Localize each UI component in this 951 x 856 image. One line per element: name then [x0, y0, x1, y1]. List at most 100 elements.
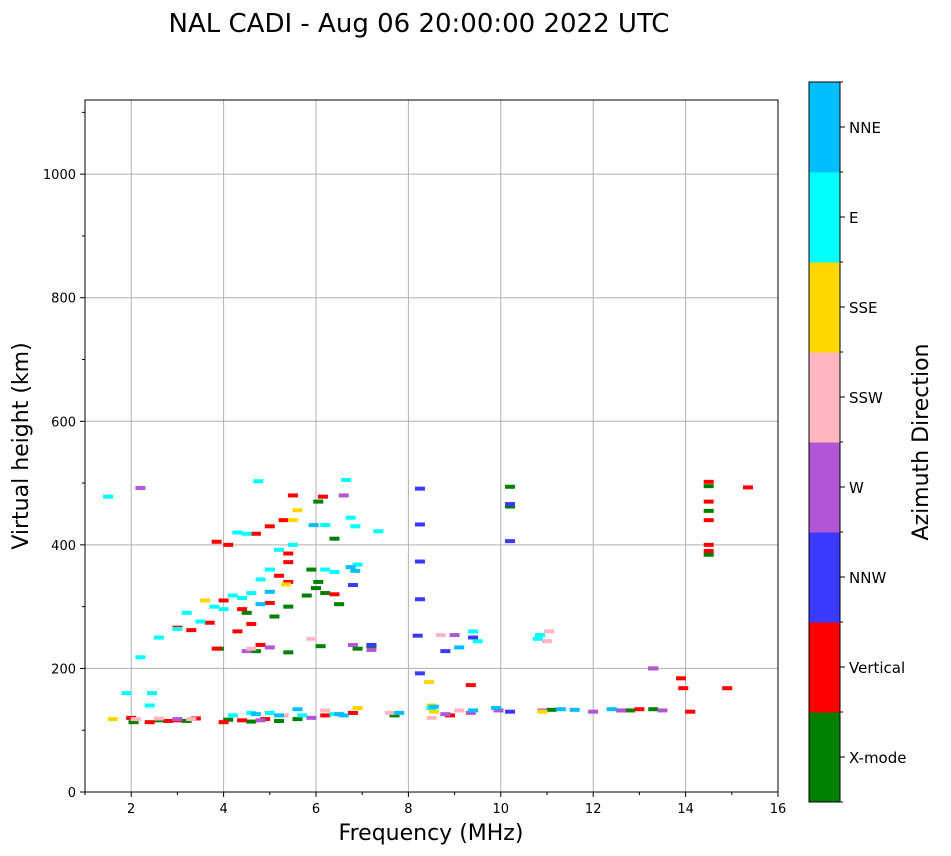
data-point-vertical — [703, 518, 714, 523]
data-point-ssw — [130, 717, 141, 722]
colorbar-tick-label: W — [849, 479, 864, 497]
data-point-x-mode — [329, 536, 340, 541]
data-point-e — [352, 562, 363, 567]
data-point-x-mode — [250, 649, 261, 654]
data-point-sse — [200, 598, 211, 603]
data-point-x-mode — [313, 499, 324, 504]
data-point-x-mode — [283, 650, 294, 655]
y-tick-label: 600 — [51, 415, 76, 430]
data-point-e — [287, 542, 298, 547]
data-point-vertical — [246, 621, 257, 626]
data-point-vertical — [347, 710, 358, 715]
data-point-nne — [308, 523, 319, 528]
data-point-ssw — [435, 633, 446, 638]
data-point-vertical — [278, 518, 289, 523]
data-point-nne — [274, 713, 285, 718]
data-point-vertical — [634, 707, 645, 712]
data-point-nne — [255, 602, 266, 607]
data-point-e — [320, 567, 331, 572]
plot-frame — [84, 99, 779, 793]
data-point-e — [181, 610, 192, 615]
grid — [85, 100, 779, 793]
data-point-e — [329, 570, 340, 575]
data-point-w — [657, 708, 668, 713]
data-point-e — [373, 529, 384, 534]
data-point-x-mode — [301, 593, 312, 598]
data-point-e — [532, 636, 543, 641]
data-point-vertical — [255, 642, 266, 647]
data-point-nnw — [414, 522, 425, 527]
data-point-e — [227, 713, 238, 718]
data-point-e — [320, 523, 331, 528]
data-point-x-mode — [274, 718, 285, 723]
data-point-vertical — [283, 579, 294, 584]
data-point-e — [227, 593, 238, 598]
colorbar — [809, 82, 840, 803]
data-point-vertical — [283, 560, 294, 565]
data-point-x-mode — [283, 604, 294, 609]
data-point-nne — [555, 707, 566, 712]
colorbar-tick-label: SSW — [849, 389, 883, 407]
data-point-vertical — [204, 620, 215, 625]
data-point-e — [153, 635, 164, 640]
data-point-vertical — [144, 720, 155, 725]
data-point-vertical — [722, 686, 733, 691]
data-point-x-mode — [389, 713, 400, 718]
data-point-nnw — [366, 642, 377, 647]
data-point-e — [341, 477, 352, 482]
data-point-e — [218, 607, 229, 612]
data-point-nne — [569, 707, 580, 712]
data-point-nnw — [414, 671, 425, 676]
colorbar-tick-label: SSE — [849, 299, 878, 317]
data-point-e — [253, 479, 264, 484]
data-point-x-mode — [269, 614, 280, 619]
data-point-sse — [107, 717, 118, 722]
colorbar-segment-x-mode — [809, 712, 840, 803]
colorbar-segment-nne — [809, 82, 840, 173]
data-point-w — [493, 708, 504, 713]
colorbar-segment-sse — [809, 262, 840, 353]
data-point-x-mode — [128, 720, 139, 725]
data-point-x-mode — [313, 579, 324, 584]
data-point-x-mode — [505, 484, 516, 489]
data-point-vertical — [329, 592, 340, 597]
y-tick-label: 400 — [51, 539, 76, 554]
data-point-ssw — [542, 639, 552, 644]
axis-ticks: 2 4 6 8 10 12 14 16 0 200 400 600 800 1000 — [43, 111, 787, 817]
y-tick-label: 1000 — [43, 168, 76, 183]
data-point-vertical — [283, 551, 294, 556]
data-point-ssw — [454, 708, 465, 713]
data-point-w — [135, 486, 146, 491]
data-point-ssw — [246, 646, 257, 651]
data-point-nnw — [414, 486, 425, 491]
colorbar-tick-label: E — [849, 209, 858, 227]
x-tick-label: 6 — [312, 802, 320, 817]
data-point-vertical — [264, 524, 275, 529]
data-point-w — [255, 718, 266, 723]
data-point-vertical — [675, 676, 686, 681]
data-point-x-mode — [223, 717, 234, 722]
data-point-e — [297, 713, 308, 718]
data-point-vertical — [264, 600, 275, 605]
data-point-sse — [287, 518, 298, 523]
data-point-w — [172, 717, 183, 722]
data-point-ssw — [153, 716, 164, 721]
data-point-e — [146, 691, 157, 696]
data-point-nne — [264, 589, 275, 594]
data-point-nne — [334, 712, 345, 717]
data-point-ssw — [320, 708, 331, 713]
data-point-e — [535, 633, 546, 638]
data-point-ssw — [384, 710, 395, 715]
data-point-vertical — [274, 573, 285, 578]
data-point-e — [237, 595, 248, 600]
x-tick-label: 16 — [770, 802, 787, 817]
y-tick-label: 800 — [51, 292, 76, 307]
x-tick-label: 4 — [219, 802, 227, 817]
data-point-vertical — [703, 479, 714, 484]
data-point-nnw — [505, 502, 516, 507]
data-point-ssw — [306, 636, 317, 641]
data-point-e — [468, 629, 479, 634]
data-point-nne — [350, 568, 361, 573]
data-point-x-mode — [703, 484, 714, 489]
data-point-nnw — [505, 709, 516, 714]
